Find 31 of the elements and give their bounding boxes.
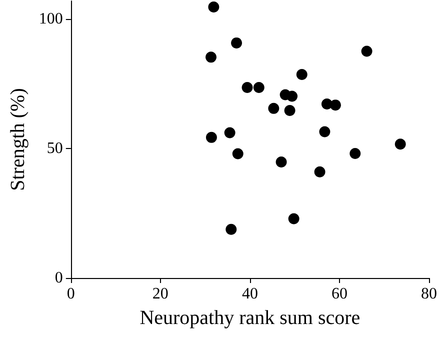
point: [231, 37, 242, 48]
y-tick-label: 0: [54, 270, 63, 286]
point: [242, 82, 253, 93]
point: [314, 166, 326, 178]
point: [206, 132, 217, 143]
point: [268, 102, 280, 114]
point: [284, 105, 296, 116]
point: [288, 213, 300, 224]
point: [296, 69, 308, 80]
x-tick-label: 80: [421, 286, 437, 302]
x-tick-label: 0: [66, 286, 75, 302]
x-tick-label: 40: [242, 286, 258, 302]
y-axis-title: Strength (%): [7, 88, 29, 191]
point: [253, 82, 264, 93]
point: [319, 126, 330, 138]
point: [350, 148, 361, 159]
x-tick-label: 60: [331, 286, 348, 302]
point: [226, 224, 237, 235]
point: [206, 52, 217, 63]
point: [330, 100, 341, 111]
x-tick-label: 20: [152, 286, 168, 302]
y-tick-label: 50: [46, 140, 63, 158]
x-axis-title: Neuropathy rank sum score: [140, 307, 360, 329]
point: [286, 90, 298, 102]
point: [224, 127, 236, 138]
point: [276, 156, 287, 168]
point: [232, 148, 244, 160]
point: [394, 138, 406, 150]
y-tick-label: 100: [38, 10, 63, 28]
point: [361, 46, 372, 57]
point: [208, 1, 220, 12]
